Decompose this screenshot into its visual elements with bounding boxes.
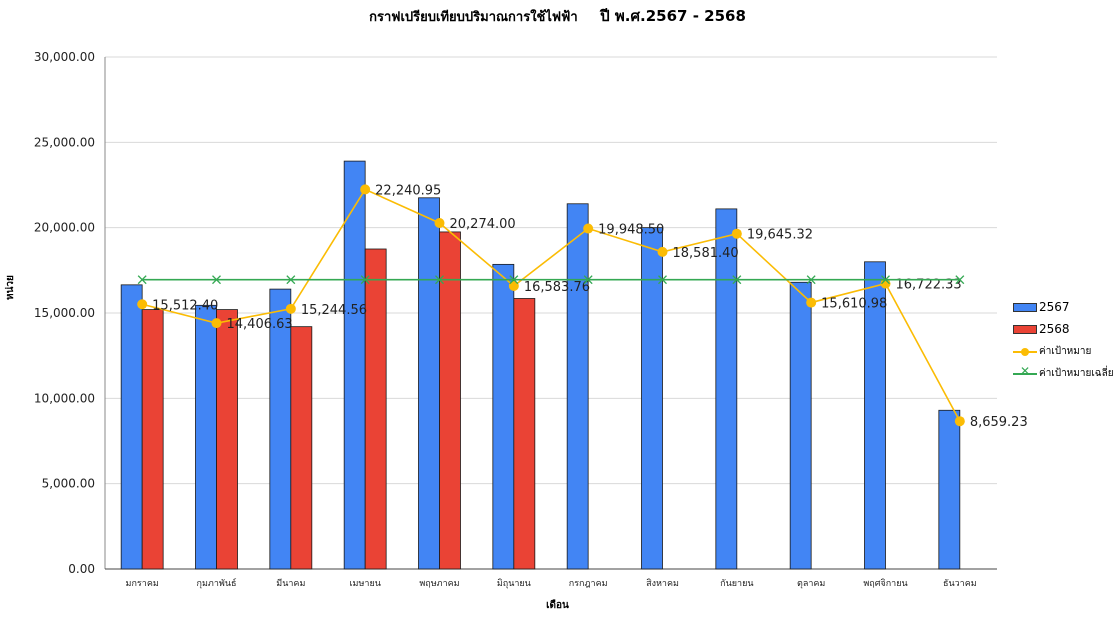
point-ค่าเป้าหมาย: [954, 416, 965, 427]
legend-swatch-2567: [1013, 302, 1037, 312]
x-tick-label: พฤษภาคม: [419, 579, 459, 589]
data-label: 19,645.32: [747, 228, 813, 243]
bar-2567: [938, 409, 961, 570]
y-tick-label: 25,000.00: [34, 135, 95, 149]
y-tick-label: 0.00: [68, 562, 95, 576]
point-ค่าเป้าหมาย: [508, 280, 519, 291]
data-label: 8,659.23: [970, 415, 1028, 430]
data-label: 16,583.76: [524, 280, 590, 295]
point-ค่าเป้าหมาย: [657, 246, 668, 257]
data-label: 16,722.33: [896, 278, 962, 293]
y-tick-label: 20,000.00: [34, 221, 95, 235]
point-ค่าเป้าหมายเฉลี่ย: [360, 275, 370, 285]
y-tick-label: 15,000.00: [34, 306, 95, 320]
point-ค่าเป้าหมาย: [360, 184, 371, 195]
data-label: 19,948.50: [598, 223, 664, 238]
point-ค่าเป้าหมายเฉลี่ย: [286, 275, 296, 285]
bar-2568: [290, 326, 313, 570]
legend-label-2567: 2567: [1039, 300, 1070, 314]
x-tick-label: ธันวาคม: [943, 579, 977, 589]
bar-2567: [120, 284, 143, 570]
x-tick-label: มกราคม: [126, 579, 159, 589]
point-ค่าเป้าหมายเฉลี่ย: [509, 275, 519, 285]
legend-item-target: ค่าเป้าหมาย: [1013, 340, 1114, 362]
x-tick-label: มิถุนายน: [497, 578, 531, 589]
legend: 2567 2568 ค่าเป้าหมาย ✕ ค่าเป้าหมายเฉลี่…: [1013, 296, 1114, 384]
data-label: 22,240.95: [375, 183, 441, 198]
point-ค่าเป้าหมายเฉลี่ย: [732, 275, 742, 285]
line-ค่าเป้าหมาย: [141, 188, 961, 422]
bar-2567: [864, 261, 886, 570]
bar-2567: [715, 208, 738, 570]
legend-marker-average: ✕: [1013, 365, 1037, 378]
legend-label-2568: 2568: [1039, 322, 1070, 336]
point-ค่าเป้าหมาย: [137, 299, 148, 310]
point-ค่าเป้าหมาย: [434, 217, 445, 228]
bar-2568: [216, 309, 238, 570]
point-ค่าเป้าหมาย: [880, 278, 891, 289]
data-label: 14,406.63: [227, 317, 293, 332]
bar-2567: [566, 203, 589, 570]
legend-item-2568: 2568: [1013, 318, 1114, 340]
bar-2567: [641, 227, 663, 570]
y-tick-label: 5,000.00: [42, 477, 95, 491]
y-axis-label: หน่วย: [5, 275, 16, 300]
chart-title-text: กราฟเปรียบเทียบปริมาณการใช้ไฟฟ้า: [369, 10, 578, 25]
data-label: 15,512.40: [152, 298, 218, 313]
point-ค่าเป้าหมายเฉลี่ย: [658, 275, 667, 285]
data-label: 20,274.00: [450, 217, 516, 232]
point-ค่าเป้าหมาย: [583, 223, 594, 234]
bar-2567: [789, 281, 812, 570]
legend-marker-target: [1013, 346, 1037, 356]
data-label: 18,581.40: [673, 246, 739, 261]
bar-2568: [364, 248, 387, 570]
chart-title: กราฟเปรียบเทียบปริมาณการใช้ไฟฟ้า ปี พ.ศ.…: [0, 4, 1115, 28]
bar-2568: [513, 298, 536, 570]
point-ค่าเป้าหมายเฉลี่ย: [583, 275, 593, 285]
legend-item-average: ✕ ค่าเป้าหมายเฉลี่ย: [1013, 362, 1114, 384]
point-ค่าเป้าหมายเฉลี่ย: [212, 275, 221, 285]
x-tick-label: พฤศจิกายน: [863, 578, 907, 589]
point-ค่าเป้าหมายเฉลี่ย: [137, 275, 147, 285]
data-label: 15,244.56: [301, 303, 367, 318]
legend-swatch-2568: [1013, 324, 1037, 334]
legend-label-average: ค่าเป้าหมายเฉลี่ย: [1039, 367, 1114, 379]
point-ค่าเป้าหมาย: [731, 228, 742, 239]
point-ค่าเป้าหมาย: [285, 303, 296, 314]
point-ค่าเป้าหมายเฉลี่ย: [955, 275, 965, 285]
x-tick-label: กุมภาพันธ์: [197, 577, 237, 589]
point-ค่าเป้าหมายเฉลี่ย: [881, 275, 890, 285]
bar-2568: [141, 309, 164, 570]
chart-subtitle: ปี พ.ศ.2567 - 2568: [600, 7, 746, 25]
y-tick-label: 30,000.00: [34, 50, 95, 64]
point-ค่าเป้าหมายเฉลี่ย: [806, 275, 816, 285]
x-tick-label: มีนาคม: [276, 578, 305, 589]
x-tick-label: ตุลาคม: [797, 579, 825, 589]
x-tick-label: กรกฎาคม: [569, 579, 608, 589]
point-ค่าเป้าหมายเฉลี่ย: [435, 275, 444, 285]
x-tick-label: เมษายน: [349, 579, 380, 589]
y-tick-label: 10,000.00: [34, 391, 95, 405]
x-tick-label: กันยายน: [720, 579, 753, 589]
bar-2567: [343, 160, 366, 570]
point-ค่าเป้าหมาย: [806, 297, 817, 308]
bar-2567: [492, 263, 515, 570]
point-ค่าเป้าหมาย: [211, 318, 222, 329]
x-axis-label: เดือน: [546, 600, 569, 611]
data-label: 15,610.98: [821, 297, 887, 312]
legend-item-2567: 2567: [1013, 296, 1114, 318]
bar-2567: [418, 197, 440, 570]
x-tick-label: สิงหาคม: [646, 578, 679, 589]
bar-2567: [195, 304, 217, 570]
legend-label-target: ค่าเป้าหมาย: [1039, 345, 1092, 357]
